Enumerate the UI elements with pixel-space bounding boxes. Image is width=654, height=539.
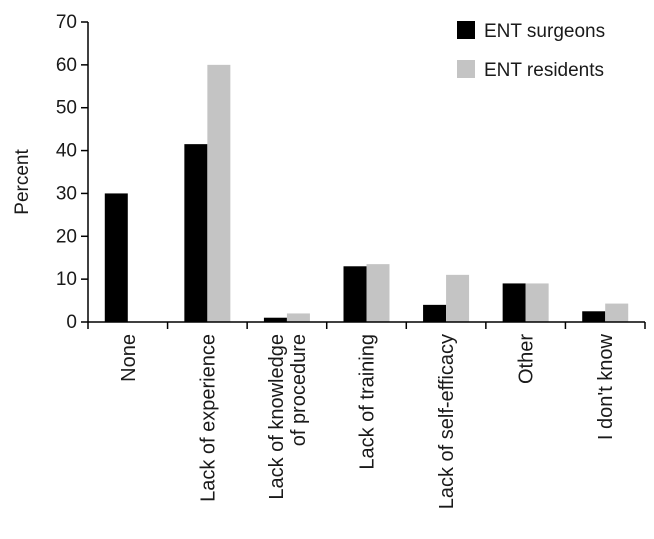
x-tick-label: Lack of knowledgeof procedure bbox=[266, 334, 310, 500]
bar-residents bbox=[286, 313, 310, 322]
y-axis: 0 10 20 30 40 50 60 70 bbox=[56, 12, 88, 333]
y-tick-label: 60 bbox=[56, 55, 77, 76]
y-tick-label: 20 bbox=[56, 226, 77, 247]
legend-swatch bbox=[457, 21, 475, 39]
legend-swatch bbox=[457, 60, 475, 78]
y-tick-label: 0 bbox=[66, 312, 77, 333]
bar-residents bbox=[525, 283, 549, 322]
legend: ENT surgeons ENT residents bbox=[457, 21, 605, 81]
bar-surgeons bbox=[184, 144, 208, 322]
y-tick-label: 10 bbox=[56, 269, 77, 290]
bar-surgeons bbox=[104, 193, 128, 322]
bars bbox=[104, 64, 629, 322]
x-tick-label: I don't know bbox=[595, 333, 617, 440]
x-tick-label: Lack of experience bbox=[197, 334, 219, 502]
x-tick-label: None bbox=[118, 334, 140, 382]
x-axis: None Lack of experience Lack of knowledgeo… bbox=[87, 322, 646, 509]
y-tick-label: 50 bbox=[56, 98, 77, 119]
y-axis-label: Percent bbox=[12, 149, 33, 215]
bar-residents bbox=[207, 64, 231, 322]
legend-label: ENT surgeons bbox=[484, 21, 605, 42]
bar-residents bbox=[446, 274, 470, 322]
bar-residents bbox=[366, 264, 390, 322]
bar-surgeons bbox=[423, 304, 447, 322]
y-tick-label: 30 bbox=[56, 183, 77, 204]
y-tick-label: 70 bbox=[56, 12, 77, 33]
bar-surgeons bbox=[502, 283, 526, 322]
bar-surgeons bbox=[263, 317, 287, 322]
bar-surgeons bbox=[343, 266, 367, 322]
x-tick-label: Lack of self-efficacy bbox=[436, 334, 458, 509]
bar-surgeons bbox=[582, 311, 606, 322]
y-tick-label: 40 bbox=[56, 141, 77, 162]
legend-label: ENT residents bbox=[484, 60, 604, 81]
bar-residents bbox=[605, 303, 629, 322]
x-tick-label: Lack of training bbox=[357, 334, 379, 470]
x-tick-label: Other bbox=[516, 334, 538, 384]
